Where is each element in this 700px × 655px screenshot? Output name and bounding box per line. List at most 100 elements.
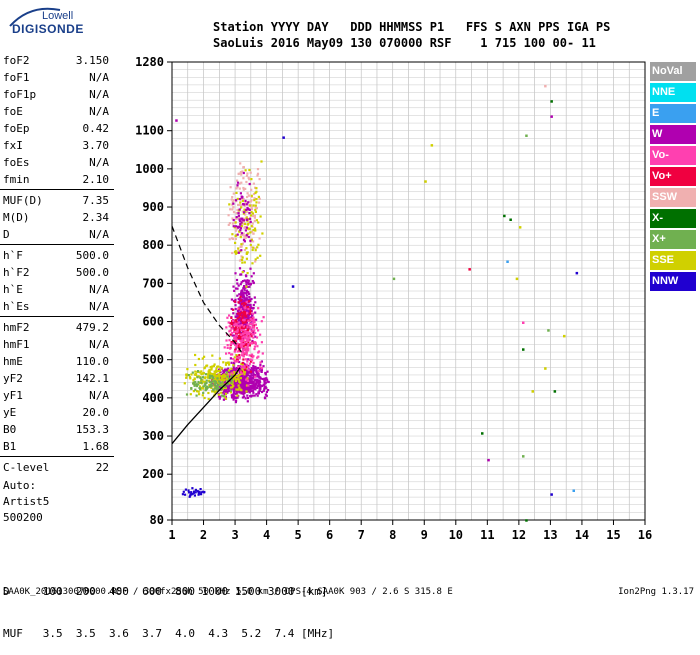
echo-point xyxy=(246,345,249,348)
echo-point xyxy=(217,370,220,373)
echo-point xyxy=(262,383,265,386)
echo-point xyxy=(241,300,244,303)
echo-point xyxy=(244,203,247,206)
echo-point xyxy=(251,262,254,265)
echo-point xyxy=(230,378,233,382)
echo-point xyxy=(255,367,258,370)
echo-point xyxy=(241,326,244,329)
echo-point xyxy=(244,236,247,239)
echo-point xyxy=(233,327,236,330)
echo-point xyxy=(240,327,243,330)
echo-point xyxy=(236,358,239,361)
echo-point xyxy=(233,356,236,359)
echo-point xyxy=(200,378,203,381)
echo-point xyxy=(257,366,260,370)
echo-point xyxy=(251,384,254,387)
echo-point xyxy=(237,388,240,391)
param-label: yF2 xyxy=(3,372,23,385)
echo-point xyxy=(189,493,192,496)
legend-item: SSW xyxy=(650,188,696,207)
param-value: N/A xyxy=(89,88,109,101)
echo-point xyxy=(224,392,228,395)
echo-point xyxy=(243,317,246,320)
echo-point xyxy=(193,494,196,497)
echo-point xyxy=(199,488,202,491)
echo-point xyxy=(259,333,262,336)
param-label: hmF2 xyxy=(3,321,30,334)
echo-point xyxy=(239,201,242,204)
echo-point xyxy=(522,321,525,324)
echo-point xyxy=(221,381,224,384)
echo-point xyxy=(244,382,247,385)
echo-point xyxy=(238,360,241,364)
echo-point xyxy=(229,375,232,378)
echo-point xyxy=(234,339,237,342)
echo-point xyxy=(243,240,246,243)
echo-point xyxy=(250,211,253,214)
echo-point xyxy=(238,293,241,296)
echo-point xyxy=(232,308,235,311)
echo-point xyxy=(260,360,263,363)
echo-point xyxy=(239,317,242,320)
echo-point xyxy=(240,304,243,307)
echo-point xyxy=(248,378,251,381)
echo-point xyxy=(211,373,214,376)
echo-point xyxy=(231,208,234,211)
legend-item: W xyxy=(650,125,696,144)
echo-point xyxy=(246,311,249,315)
echo-point xyxy=(246,321,249,324)
echo-point xyxy=(197,380,200,384)
echo-point xyxy=(254,301,257,304)
echo-point xyxy=(234,229,238,232)
echo-point xyxy=(241,312,244,315)
legend: NoVal NNE E W Vo- Vo+ SSW X- X+ SSE NNW xyxy=(650,62,696,293)
echo-point xyxy=(249,316,253,319)
legend-item: X- xyxy=(650,209,696,228)
echo-point xyxy=(236,356,239,359)
echo-point xyxy=(199,376,202,379)
echo-point xyxy=(205,385,209,388)
echo-point xyxy=(249,319,252,322)
echo-point xyxy=(240,255,243,258)
echo-point xyxy=(249,325,252,329)
echo-point xyxy=(264,393,267,396)
echo-point xyxy=(237,331,241,334)
echo-point xyxy=(219,395,222,398)
echo-point xyxy=(248,358,252,361)
echo-point xyxy=(233,361,236,365)
echo-point xyxy=(250,224,253,228)
legend-item: E xyxy=(650,104,696,123)
echo-point xyxy=(263,397,267,400)
echo-point xyxy=(248,381,251,385)
param-row: MUF(D) 7.35 xyxy=(0,192,114,209)
echo-point xyxy=(244,358,248,361)
echo-point xyxy=(236,330,239,333)
echo-point xyxy=(260,160,263,163)
echo-point xyxy=(219,377,222,380)
echo-point xyxy=(232,366,235,369)
echo-point xyxy=(260,368,263,372)
echo-point xyxy=(245,252,248,255)
echo-point xyxy=(242,292,245,295)
echo-point xyxy=(257,243,260,246)
echo-point xyxy=(550,100,553,103)
autoscaling-info: Auto: Artist5 500200 xyxy=(3,478,49,526)
echo-point xyxy=(231,396,234,399)
echo-point xyxy=(244,337,247,340)
echo-point xyxy=(235,328,238,331)
echo-point xyxy=(250,208,254,211)
echo-point xyxy=(247,279,250,282)
echo-point xyxy=(257,195,260,198)
echo-point xyxy=(223,373,226,376)
legend-item: NNE xyxy=(650,83,696,102)
echo-point xyxy=(191,487,194,490)
echo-point xyxy=(235,212,238,215)
echo-point xyxy=(251,380,255,383)
echo-point xyxy=(235,332,238,336)
echo-point xyxy=(248,182,251,186)
echo-point xyxy=(233,395,236,398)
echo-point xyxy=(224,384,228,387)
echo-point xyxy=(240,354,244,357)
echo-point xyxy=(252,336,255,339)
echo-point xyxy=(225,361,228,364)
